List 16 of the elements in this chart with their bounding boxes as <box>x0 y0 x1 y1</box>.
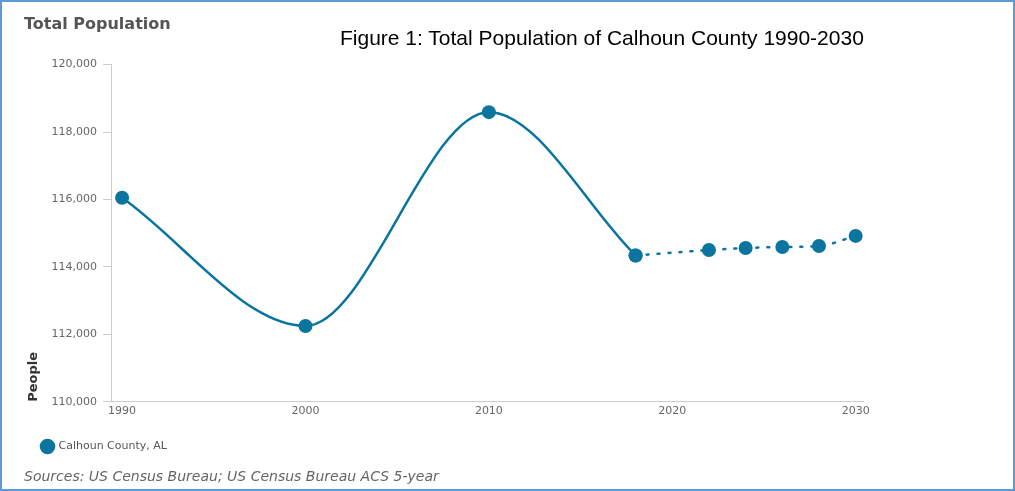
y-tick-label: 114,000 <box>51 259 98 273</box>
source-note: Sources: US Census Bureau; US Census Bureau ACS 5-year <box>24 468 439 484</box>
y-axis-title: People <box>25 351 41 402</box>
x-tick-label: 2030 <box>841 404 870 418</box>
y-tick-label: 116,000 <box>51 192 98 206</box>
legend-label: Calhoun County, AL <box>58 439 168 453</box>
x-tick-label: 2000 <box>291 404 320 418</box>
y-tick-label: 110,000 <box>51 394 98 408</box>
x-tick-label: 1990 <box>108 404 137 418</box>
y-tick-label: 118,000 <box>51 124 98 138</box>
y-tick-label: 112,000 <box>51 327 98 341</box>
y-tick-label: 120,000 <box>51 57 98 71</box>
x-tick-label: 2020 <box>658 404 687 418</box>
chart-title: Total Population <box>24 14 171 33</box>
chart-subtitle: Figure 1: Total Population of Calhoun County 1990-2030 <box>340 26 864 50</box>
x-tick-label: 2010 <box>474 404 503 418</box>
